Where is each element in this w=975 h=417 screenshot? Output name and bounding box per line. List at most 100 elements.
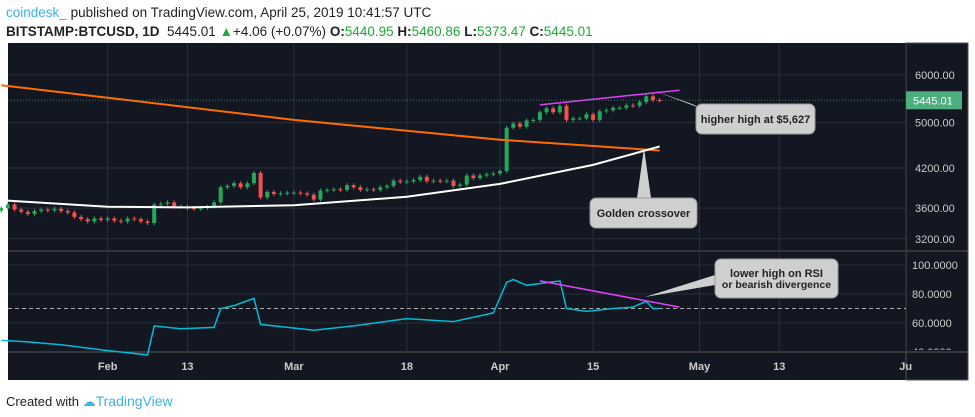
candle bbox=[132, 218, 137, 220]
candle bbox=[617, 107, 622, 109]
candle bbox=[165, 202, 170, 204]
high-value: 5460.86 bbox=[411, 24, 461, 39]
candle bbox=[571, 118, 576, 120]
publisher-link[interactable]: coindesk_ bbox=[6, 5, 67, 20]
candle bbox=[152, 204, 157, 224]
time-tick-label: 13 bbox=[181, 361, 193, 373]
golden-crossover-callout-pointer bbox=[637, 148, 651, 198]
candle bbox=[52, 208, 57, 211]
higher-high-callout-text: higher high at $5,627 bbox=[701, 114, 810, 126]
time-tick-label: Ju bbox=[899, 361, 912, 373]
candle bbox=[325, 189, 330, 191]
candle bbox=[138, 219, 143, 222]
candle bbox=[271, 191, 276, 195]
candle bbox=[145, 221, 150, 224]
candle bbox=[112, 218, 117, 221]
candle bbox=[72, 212, 77, 217]
candle bbox=[464, 175, 469, 185]
rsi-divergence-callout-box bbox=[714, 258, 839, 299]
candle bbox=[564, 105, 569, 120]
ohlc-line: BITSTAMP:BTCUSD, 1D 5445.01 ▲+4.06 (+0.0… bbox=[6, 24, 593, 39]
candle bbox=[0, 208, 4, 211]
candle bbox=[298, 192, 303, 194]
candle bbox=[311, 194, 316, 200]
candle bbox=[391, 180, 396, 186]
candle bbox=[45, 209, 50, 211]
candle bbox=[650, 96, 655, 101]
candle bbox=[158, 203, 163, 205]
candle bbox=[5, 204, 10, 209]
candle bbox=[79, 216, 84, 220]
time-tick-label: Apr bbox=[491, 361, 511, 373]
rsi-divergence-callout-text: or bearish divergence bbox=[722, 279, 831, 291]
candle bbox=[597, 111, 602, 120]
price-tick-label: 3200.00 bbox=[915, 234, 955, 246]
candle bbox=[631, 105, 635, 107]
candle bbox=[537, 112, 542, 120]
time-tick-label: May bbox=[689, 361, 711, 373]
candle bbox=[365, 189, 369, 191]
candle bbox=[398, 180, 403, 182]
time-tick-label: 18 bbox=[401, 361, 413, 373]
candle bbox=[458, 184, 463, 186]
candle bbox=[378, 187, 383, 190]
close-value: 5445.01 bbox=[543, 24, 593, 39]
higher-high-callout-pointer bbox=[652, 90, 705, 110]
low-value: 5373.47 bbox=[476, 24, 526, 39]
candle bbox=[59, 208, 64, 212]
candle bbox=[451, 180, 456, 186]
candle bbox=[198, 208, 203, 210]
candle bbox=[32, 211, 37, 214]
last-price: 5445.01 bbox=[167, 24, 216, 39]
price-tick-label: 3600.00 bbox=[915, 203, 955, 215]
candle bbox=[551, 108, 556, 113]
chart-background bbox=[8, 43, 968, 380]
candle bbox=[118, 220, 123, 222]
candle bbox=[404, 181, 409, 183]
candle bbox=[577, 118, 582, 120]
candle bbox=[418, 176, 423, 181]
candle bbox=[524, 120, 529, 127]
candle bbox=[478, 175, 483, 179]
rsi-tick-label: 100.0000 bbox=[912, 260, 958, 272]
tradingview-logo-icon: ☁ bbox=[82, 394, 96, 409]
candle bbox=[218, 187, 223, 203]
c-label: C: bbox=[529, 24, 544, 39]
candle bbox=[278, 193, 283, 195]
change: +4.06 (+0.07%) bbox=[232, 24, 327, 39]
golden-crossover-callout-box bbox=[589, 197, 698, 229]
o-label: O: bbox=[329, 24, 345, 39]
candle bbox=[358, 187, 363, 190]
candle bbox=[371, 189, 376, 191]
candle bbox=[12, 204, 17, 210]
candle bbox=[557, 105, 562, 113]
candle bbox=[411, 180, 416, 182]
candle bbox=[291, 192, 296, 194]
candle bbox=[338, 189, 343, 191]
candle bbox=[511, 123, 516, 128]
tradingview-brand[interactable]: TradingView bbox=[95, 393, 173, 409]
candle bbox=[491, 173, 496, 175]
candle bbox=[85, 219, 90, 222]
candle bbox=[265, 191, 270, 198]
candle bbox=[624, 105, 629, 108]
candle bbox=[39, 209, 44, 212]
candle bbox=[212, 202, 217, 207]
time-tick-label: 15 bbox=[587, 361, 599, 373]
candle bbox=[517, 123, 522, 127]
candle bbox=[19, 209, 24, 212]
candle bbox=[345, 185, 350, 190]
price-tick-label: 6000.00 bbox=[915, 70, 955, 82]
candle bbox=[384, 185, 389, 188]
candle bbox=[637, 101, 642, 106]
candle bbox=[251, 172, 256, 184]
candle bbox=[238, 183, 243, 188]
candle bbox=[351, 185, 356, 188]
candle bbox=[25, 211, 30, 214]
candle bbox=[245, 183, 250, 188]
candle bbox=[172, 202, 177, 207]
ma200-line bbox=[1, 84, 660, 152]
candle bbox=[611, 107, 616, 111]
up-arrow-icon: ▲ bbox=[219, 24, 233, 39]
